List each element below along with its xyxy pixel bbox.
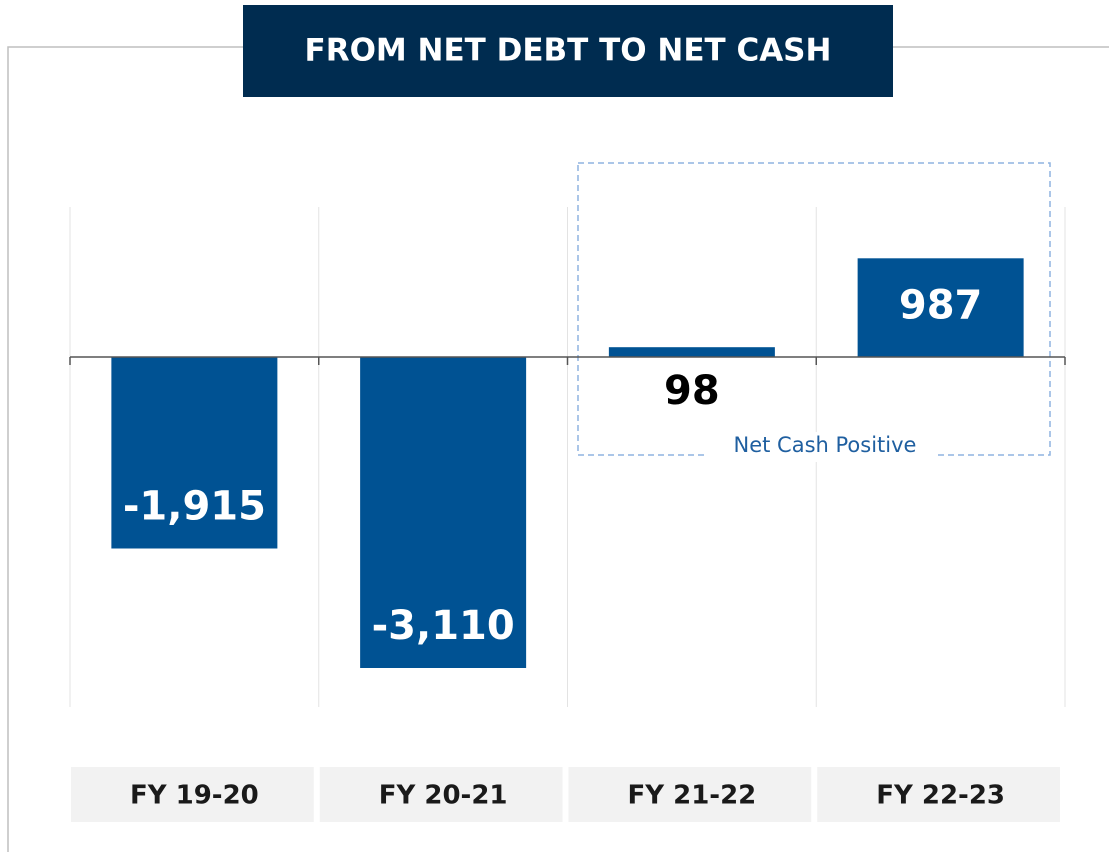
annotation-bg xyxy=(705,432,935,462)
x-tick-label: FY 19-20 xyxy=(130,781,259,811)
bar xyxy=(608,347,775,357)
bar xyxy=(111,357,278,549)
x-tick-label: FY 21-22 xyxy=(627,781,756,811)
x-tick-label: FY 20-21 xyxy=(379,781,508,811)
category-box xyxy=(568,767,812,822)
data-label: 987 xyxy=(899,283,983,329)
data-label: -3,110 xyxy=(372,603,515,649)
bar xyxy=(360,357,527,668)
category-box xyxy=(71,767,314,822)
data-label: -1,915 xyxy=(123,484,266,530)
bar xyxy=(857,258,1024,357)
chart-title: FROM NET DEBT TO NET CASH xyxy=(305,33,832,69)
category-box xyxy=(319,767,563,822)
x-tick-label: FY 22-23 xyxy=(876,781,1005,811)
data-label: 98 xyxy=(664,368,720,414)
frame xyxy=(7,46,1109,852)
annotation: Net Cash Positive xyxy=(734,433,917,457)
category-box xyxy=(817,767,1060,822)
title-box xyxy=(243,5,893,97)
